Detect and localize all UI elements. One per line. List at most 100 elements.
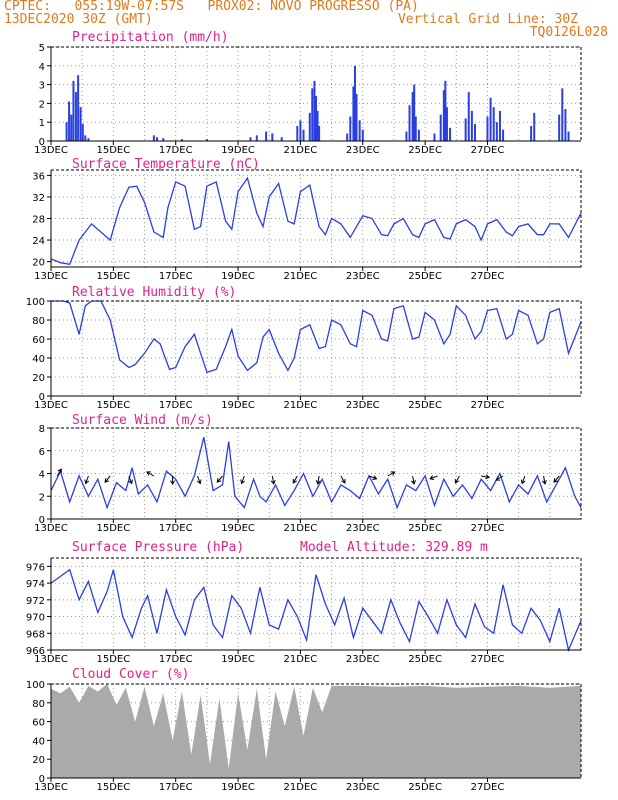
- wind-arrow-head: [372, 475, 378, 480]
- precip-bar: [564, 109, 567, 141]
- x-tick-label: 15DEC: [96, 782, 130, 793]
- x-tick-label: 21DEC: [284, 271, 318, 282]
- y-tick-label: 3: [39, 81, 45, 92]
- x-tick-label: 27DEC: [471, 654, 505, 665]
- x-tick-label: 25DEC: [408, 145, 442, 156]
- precip-bar: [561, 88, 564, 141]
- y-tick-label: 24: [32, 236, 45, 247]
- y-tick-label: 6: [39, 447, 45, 458]
- wind-arrow: [368, 475, 377, 480]
- panel-title: Surface Wind (m/s): [72, 413, 213, 428]
- panel-annotation: Model Altitude: 329.89 m: [300, 540, 488, 555]
- wind-arrow-head: [128, 479, 133, 485]
- wind-arrow: [197, 475, 201, 484]
- wind-arrow: [387, 471, 395, 477]
- wind-arrow: [241, 475, 245, 484]
- precip-bar: [502, 129, 505, 141]
- y-tick-label: 1: [39, 118, 45, 129]
- x-tick-label: 27DEC: [471, 145, 505, 156]
- precip-bar: [361, 129, 364, 141]
- x-tick-label: 19DEC: [221, 654, 255, 665]
- y-tick-label: 0: [39, 515, 45, 526]
- x-tick-label: 15DEC: [96, 654, 130, 665]
- wind-arrow: [429, 475, 438, 480]
- panel-frame: [50, 300, 582, 397]
- panel-0: 0 1 2 3 4 5 13DEC 15DEC 17DEC 19DEC 21DEC 23DEC 25DE…: [34, 30, 582, 156]
- wind-arrow-head: [146, 471, 151, 476]
- wind-arrow-head: [84, 479, 90, 485]
- x-tick-label: 21DEC: [284, 145, 318, 156]
- wind-arrow: [454, 475, 460, 484]
- x-tick-label: 25DEC: [408, 523, 442, 534]
- wind-arrow-head: [104, 478, 110, 483]
- y-tick-label: 28: [32, 215, 45, 226]
- x-tick-label: 15DEC: [96, 523, 130, 534]
- x-tick-label: 19DEC: [221, 523, 255, 534]
- y-tick-label: 20: [32, 373, 45, 384]
- x-tick-label: 17DEC: [159, 523, 193, 534]
- precip-bar: [355, 94, 358, 141]
- x-tick-label: 15DEC: [96, 271, 130, 282]
- panel-frame: [50, 557, 582, 651]
- wind-arrow: [128, 475, 133, 484]
- y-tick-label: 976: [26, 562, 45, 573]
- precip-bar: [280, 137, 283, 141]
- y-tick-label: 4: [39, 62, 45, 73]
- y-tick-label: 100: [26, 680, 45, 691]
- precip-bar: [180, 139, 183, 141]
- wind-arrow-head: [485, 474, 491, 480]
- wind-arrow-head: [315, 479, 321, 485]
- wind-arrow-head: [57, 468, 62, 474]
- x-tick-label: 23DEC: [346, 145, 380, 156]
- x-tick-label: 21DEC: [284, 400, 318, 411]
- precip-bar: [464, 118, 467, 141]
- x-tick-label: 19DEC: [221, 145, 255, 156]
- y-tick-label: 0: [39, 137, 45, 148]
- precip-bar: [70, 114, 73, 141]
- wind-arrow-head: [170, 480, 176, 485]
- precip-bar: [567, 131, 570, 141]
- wind-arrow-head: [216, 478, 222, 483]
- series-line: [50, 436, 582, 510]
- wind-arrow-head: [270, 479, 276, 485]
- precip-bar: [433, 133, 436, 141]
- x-tick-label: 13DEC: [34, 782, 68, 793]
- precip-bar: [308, 112, 311, 141]
- precip-bar: [445, 107, 448, 141]
- x-tick-label: 13DEC: [34, 523, 68, 534]
- precip-bar: [296, 125, 299, 141]
- y-tick-label: 40: [32, 736, 45, 747]
- wind-arrow-head: [429, 475, 435, 480]
- y-tick-label: 972: [26, 596, 45, 607]
- panel-title: Precipitation (mm/h): [72, 30, 229, 45]
- y-tick-label: 5: [39, 43, 45, 54]
- wind-arrow-head: [390, 471, 396, 476]
- x-tick-label: 17DEC: [159, 654, 193, 665]
- x-tick-label: 13DEC: [34, 400, 68, 411]
- y-tick-label: 0: [39, 392, 45, 403]
- precip-bar: [470, 110, 473, 141]
- wind-arrow-head: [454, 478, 460, 484]
- wind-arrow-head: [240, 479, 245, 485]
- y-tick-label: 974: [26, 579, 45, 590]
- precip-bar: [349, 116, 352, 141]
- precip-bar: [533, 112, 536, 141]
- x-tick-label: 17DEC: [159, 145, 193, 156]
- wind-arrow-head: [341, 478, 346, 484]
- series-line: [51, 300, 582, 374]
- precip-bar: [302, 129, 305, 141]
- precip-bar: [405, 131, 408, 141]
- y-tick-label: 80: [32, 699, 45, 710]
- panel-2: 0 20 40 60 80 100 13DEC 15DEC 17DEC 19DEC 21DEC 23D…: [26, 285, 582, 411]
- x-tick-label: 25DEC: [408, 271, 442, 282]
- precip-bar: [352, 86, 355, 141]
- precip-bar: [444, 80, 447, 141]
- x-tick-label: 17DEC: [159, 400, 193, 411]
- wind-arrow: [340, 475, 346, 484]
- x-tick-label: 15DEC: [96, 145, 130, 156]
- precip-bar: [413, 84, 416, 141]
- precip-bar: [65, 122, 68, 141]
- x-tick-label: 27DEC: [471, 400, 505, 411]
- y-tick-label: 2: [39, 492, 45, 503]
